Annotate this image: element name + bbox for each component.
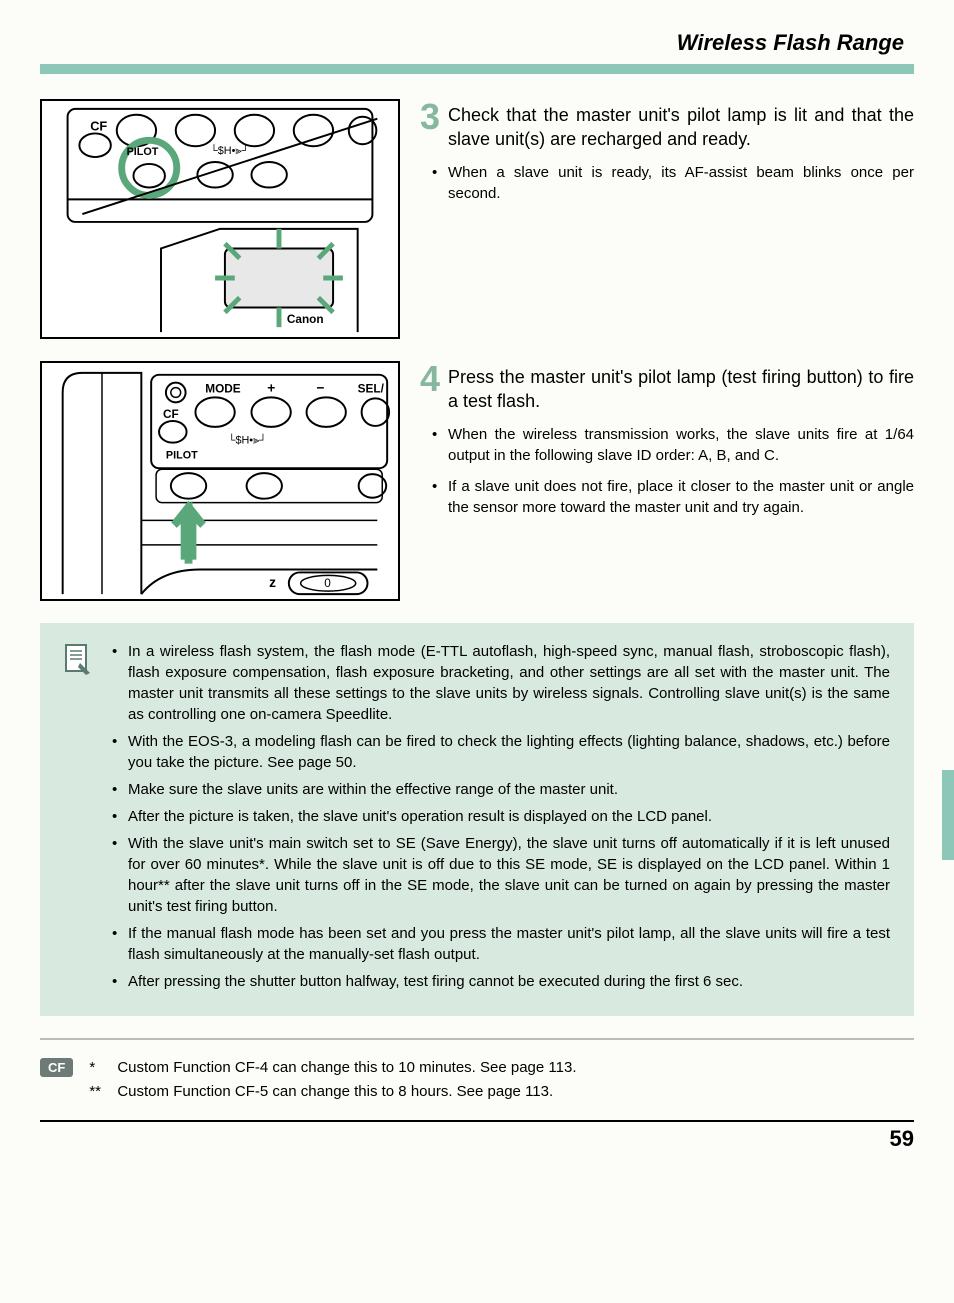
page-title: Wireless Flash Range: [40, 30, 914, 56]
note-5: With the slave unit's main switch set to…: [112, 833, 890, 917]
footnote-lines: * Custom Function CF-4 can change this t…: [89, 1056, 914, 1104]
svg-text:└$H•⫸┘: └$H•⫸┘: [210, 144, 249, 157]
svg-text:└$H•⫸┘: └$H•⫸┘: [228, 434, 267, 447]
note-6: If the manual flash mode has been set an…: [112, 923, 890, 965]
header-bar: [40, 64, 914, 74]
note-icon: [64, 643, 92, 677]
svg-text:z: z: [269, 575, 276, 590]
note-4: After the picture is taken, the slave un…: [112, 806, 890, 827]
footnote-1-text: Custom Function CF-4 can change this to …: [117, 1056, 576, 1080]
label-plus: +: [267, 381, 275, 396]
footnotes: CF * Custom Function CF-4 can change thi…: [40, 1038, 914, 1104]
footnote-1-mark: *: [89, 1056, 105, 1080]
label-pilot-2: PILOT: [166, 449, 198, 461]
step-4-bullets: When the wireless transmission works, th…: [420, 424, 914, 518]
note-7: After pressing the shutter button halfwa…: [112, 971, 890, 992]
label-minus: −: [316, 381, 324, 396]
note-1: In a wireless flash system, the flash mo…: [112, 641, 890, 725]
notes-box: In a wireless flash system, the flash mo…: [40, 623, 914, 1016]
page-number: 59: [40, 1120, 914, 1152]
step-4-title: Press the master unit's pilot lamp (test…: [448, 361, 914, 414]
diagram-step-3: CF PILOT └$H•⫸┘: [40, 99, 400, 339]
step-3-bullets: When a slave unit is ready, its AF-assis…: [420, 162, 914, 204]
note-2: With the EOS-3, a modeling flash can be …: [112, 731, 890, 773]
step-4-text: 4 Press the master unit's pilot lamp (te…: [420, 361, 914, 528]
step-3-bullet-1: When a slave unit is ready, its AF-assis…: [448, 162, 914, 204]
label-cf-2: CF: [163, 407, 179, 421]
manual-page: Wireless Flash Range CF PILOT: [0, 0, 954, 1303]
step-number-3: 3: [420, 99, 440, 135]
step-4-bullet-1: When the wireless transmission works, th…: [448, 424, 914, 466]
step-3-text: 3 Check that the master unit's pilot lam…: [420, 99, 914, 214]
footnote-1: * Custom Function CF-4 can change this t…: [89, 1056, 914, 1080]
label-cf: CF: [90, 119, 107, 134]
diagram-step-4: MODE + − SEL/ CF PILOT └$H•⫸┘: [40, 361, 400, 601]
step-4-bullet-2: If a slave unit does not fire, place it …: [448, 476, 914, 518]
step-4-row: MODE + − SEL/ CF PILOT └$H•⫸┘: [40, 361, 914, 601]
step-number-4: 4: [420, 361, 440, 397]
note-3: Make sure the slave units are within the…: [112, 779, 890, 800]
label-mode: MODE: [205, 382, 241, 396]
notes-list: In a wireless flash system, the flash mo…: [112, 641, 890, 998]
label-sel: SEL/: [358, 382, 385, 396]
cf-badge: CF: [40, 1058, 73, 1077]
footnote-2-text: Custom Function CF-5 can change this to …: [117, 1080, 553, 1104]
step-3-title: Check that the master unit's pilot lamp …: [448, 99, 914, 152]
side-tab: [942, 770, 954, 860]
footnote-2: ** Custom Function CF-5 can change this …: [89, 1080, 914, 1104]
label-pilot: PILOT: [127, 146, 159, 158]
svg-text:0: 0: [324, 576, 331, 590]
step-3-row: CF PILOT └$H•⫸┘: [40, 99, 914, 339]
footnote-2-mark: **: [89, 1080, 105, 1104]
label-canon: Canon: [287, 312, 324, 326]
